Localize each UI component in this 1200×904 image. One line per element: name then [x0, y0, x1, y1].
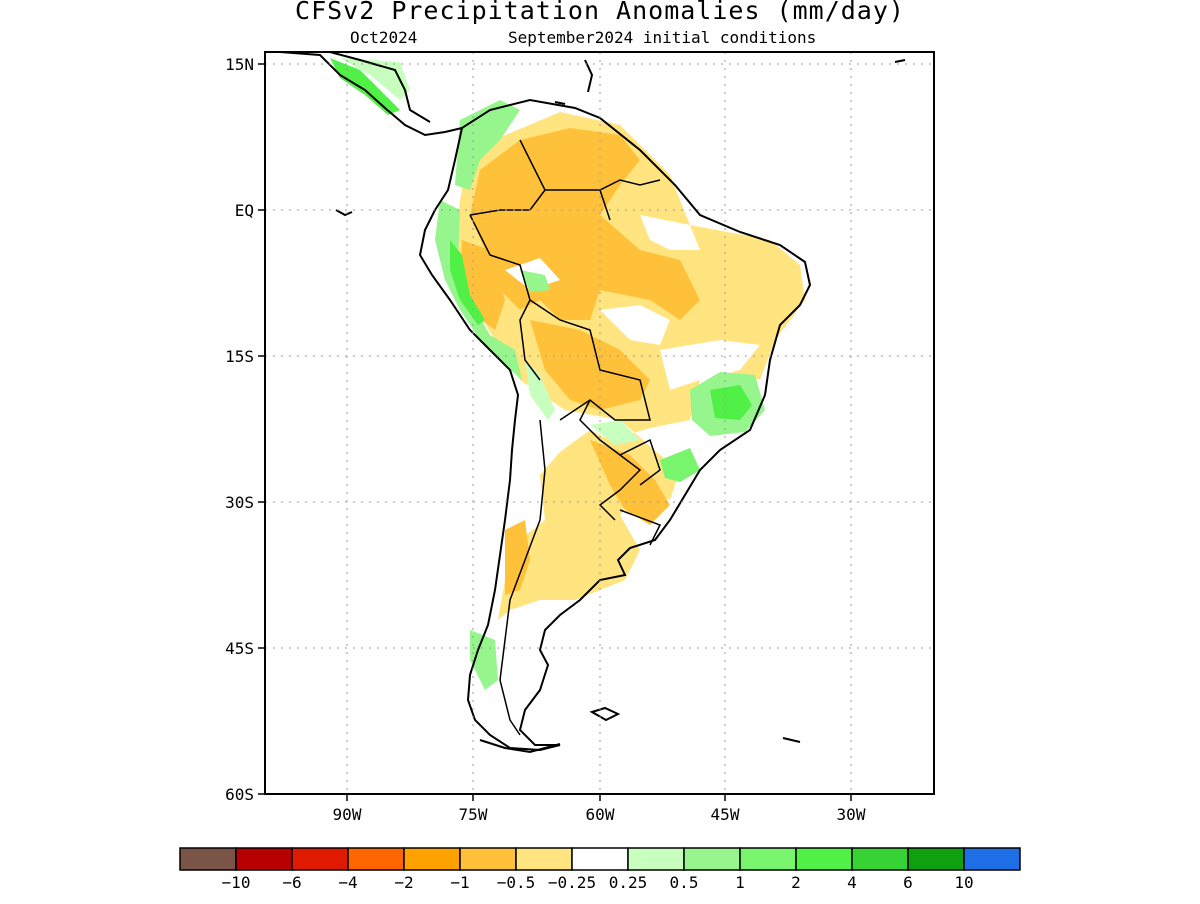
- lon-label: 60W: [586, 805, 615, 824]
- colorbar-label: −2: [394, 873, 413, 892]
- south-georgia: [782, 737, 801, 743]
- colorbar-label: 0.5: [670, 873, 699, 892]
- colorbar-swatch: [627, 847, 685, 871]
- central-america-north-coast: [329, 52, 431, 123]
- colorbar-label: −1: [450, 873, 469, 892]
- coastlines: [279, 52, 906, 754]
- colorbar-label: −4: [338, 873, 357, 892]
- colorbar-swatch: [179, 847, 237, 871]
- colorbar-label: 4: [847, 873, 857, 892]
- colorbar-swatch: [739, 847, 797, 871]
- colorbar: −10 −6 −4 −2 −1 −0.5 −0.25 0.25 0.5 1 2 4 6 10: [179, 847, 1021, 892]
- galapagos-islands: [335, 209, 353, 217]
- colorbar-swatch: [347, 847, 405, 871]
- wet-anomaly-andes: [435, 200, 522, 380]
- lon-label: 75W: [459, 805, 488, 824]
- colorbar-swatch: [907, 847, 965, 871]
- wet-anomaly-brazil-southeast: [660, 448, 700, 482]
- colorbar-swatch: [683, 847, 741, 871]
- lon-label: 30W: [837, 805, 866, 824]
- colorbar-swatch: [515, 847, 573, 871]
- wet-anomaly-patagonia: [470, 630, 498, 690]
- wet-anomaly-chile: [525, 360, 555, 420]
- colorbar-label: 0.25: [609, 873, 648, 892]
- wet-anomaly-andes-core: [450, 240, 485, 325]
- dry-anomaly-moderate-area-3: [590, 440, 670, 525]
- colorbar-swatch: [235, 847, 293, 871]
- lat-label: 15N: [225, 55, 254, 74]
- near-normal-patch-4: [660, 340, 760, 390]
- colorbar-label: −0.5: [497, 873, 536, 892]
- colorbar-label: −6: [282, 873, 301, 892]
- colorbar-label: 6: [903, 873, 913, 892]
- colorbar-swatch: [963, 847, 1021, 871]
- tierra-del-fuego: [479, 739, 561, 754]
- colorbar-label: −0.25: [548, 873, 596, 892]
- map-title: CFSv2 Precipitation Anomalies (mm/day): [295, 0, 905, 25]
- wet-anomaly-central-america: [330, 58, 400, 115]
- colorbar-swatch: [795, 847, 853, 871]
- lat-label: EQ: [235, 201, 254, 220]
- colorbar-label: 2: [791, 873, 801, 892]
- south-america-coastline: [418, 98, 812, 752]
- anomaly-shading: [330, 58, 805, 690]
- lon-label: 45W: [711, 805, 740, 824]
- colorbar-swatch: [459, 847, 517, 871]
- lat-label: 60S: [225, 785, 254, 804]
- axis-ticks: [258, 63, 852, 801]
- colorbar-label: −10: [222, 873, 251, 892]
- caribbean-islands: [554, 59, 906, 105]
- lat-label: 45S: [225, 639, 254, 658]
- valid-month: Oct2024: [350, 28, 418, 47]
- dry-anomaly-moderate-area-2: [530, 320, 650, 410]
- lon-label: 90W: [333, 805, 362, 824]
- wet-anomaly-brazil-east-core: [710, 385, 752, 420]
- colorbar-label: 10: [954, 873, 973, 892]
- initial-conditions: September2024 initial conditions: [508, 28, 817, 47]
- wet-anomaly-bolivia: [520, 270, 550, 292]
- colorbar-swatch: [403, 847, 461, 871]
- dry-anomaly-moderate-area-4: [505, 520, 530, 595]
- near-normal-patch-2: [600, 305, 670, 345]
- dry-anomaly-moderate-area-5: [460, 240, 505, 330]
- colorbar-swatch: [291, 847, 349, 871]
- lat-label: 15S: [225, 347, 254, 366]
- wet-anomaly-paraguay: [590, 420, 640, 445]
- colorbar-swatch: [851, 847, 909, 871]
- latitude-labels: 15N EQ 15S 30S 45S 60S: [225, 55, 254, 804]
- colorbar-label: 1: [735, 873, 745, 892]
- falkland-islands: [589, 706, 621, 722]
- longitude-labels: 90W 75W 60W 45W 30W: [333, 805, 866, 824]
- near-normal-patch-1: [640, 215, 700, 250]
- colorbar-swatch: [571, 847, 629, 871]
- lat-label: 30S: [225, 493, 254, 512]
- central-america-coastline: [279, 52, 463, 137]
